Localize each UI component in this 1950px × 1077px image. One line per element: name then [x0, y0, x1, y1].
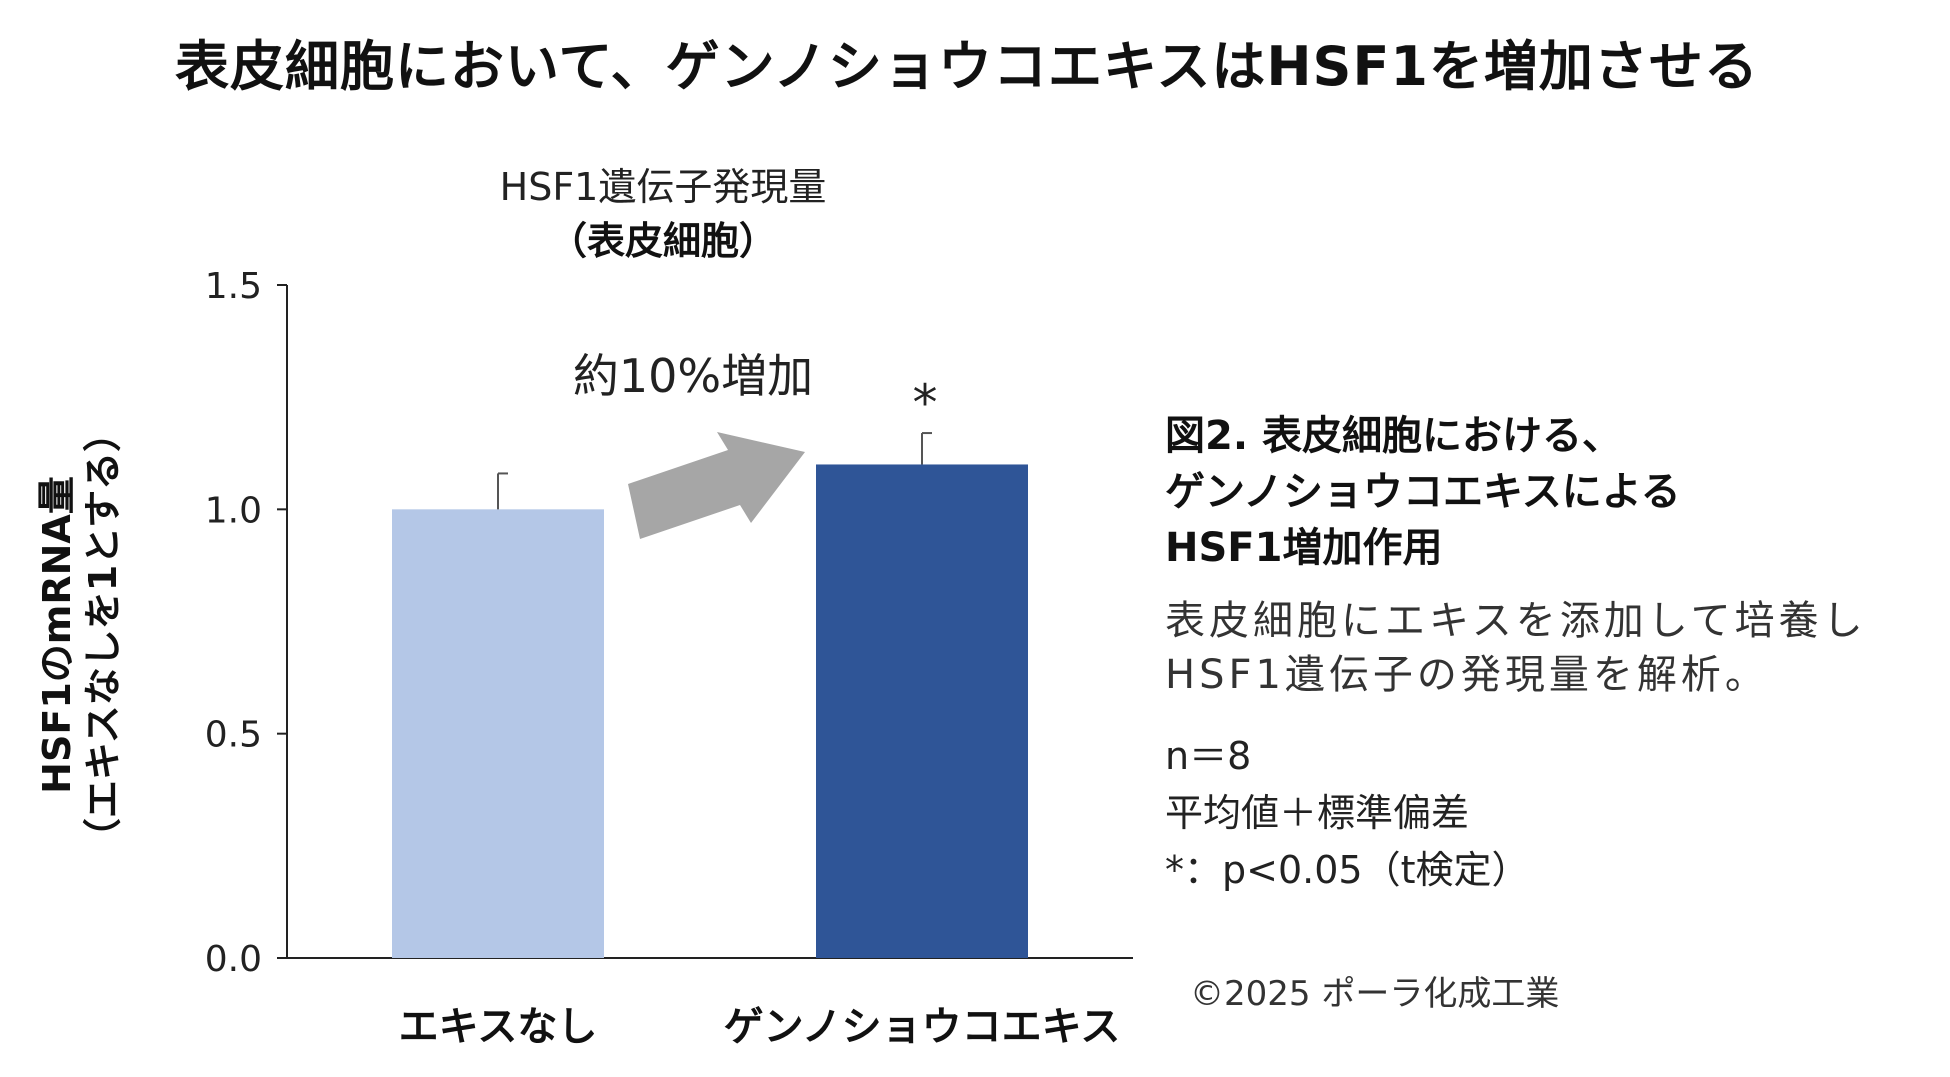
y-axis-label: HSF1のmRNA量 （エキスなしを1とする） [35, 414, 125, 856]
figure-notes: n＝8 平均値＋標準偏差 *：p<0.05（t検定） [1165, 728, 1945, 899]
page-title: 表皮細胞において、ゲンノショウコエキスはHSF1を増加させる [175, 35, 1759, 98]
bars [392, 432, 1028, 958]
chart-subtitle: （表皮細胞） [549, 219, 777, 263]
category-label-extract: ゲンノショウコエキス [724, 1004, 1121, 1050]
chart-title: HSF1遺伝子発現量 [500, 165, 827, 209]
y-ticks: 0.0 0.5 1.0 1.5 [205, 266, 287, 980]
figure-description: 表皮細胞にエキスを添加して培養し HSF1遺伝子の発現量を解析。 [1165, 594, 1945, 702]
y-axis-label-line1: HSF1のmRNA量 [35, 476, 79, 794]
increase-annotation: 約10%増加 [573, 349, 813, 403]
category-label-control: エキスなし [399, 1004, 598, 1050]
bar-0 [392, 509, 604, 958]
copyright-notice: ©2025 ポーラ化成工業 [1190, 974, 1560, 1014]
figure-title-line2: ゲンノショウコエキスによる [1165, 469, 1681, 515]
y-tick-label: 0.0 [205, 939, 262, 980]
y-tick-label: 1.5 [205, 266, 262, 307]
figure-caption: 図2. 表皮細胞における、 ゲンノショウコエキスによる HSF1増加作用 表皮細… [1165, 408, 1945, 899]
bar-1 [816, 464, 1028, 958]
description-line2: HSF1遺伝子の発現量を解析。 [1165, 652, 1769, 698]
bar-chart: HSF1遺伝子発現量 （表皮細胞） HSF1のmRNA量 （エキスなしを1とする… [35, 165, 1133, 1050]
significance-marker: * [913, 374, 938, 432]
description-line1: 表皮細胞にエキスを添加して培養し [1165, 598, 1867, 644]
note-sample-size: n＝8 [1165, 734, 1252, 778]
note-significance: *：p<0.05（t検定） [1165, 848, 1530, 892]
note-statistics: 平均値＋標準偏差 [1165, 791, 1470, 835]
figure-title-line3: HSF1増加作用 [1165, 525, 1443, 571]
y-tick-label: 1.0 [205, 490, 262, 531]
y-tick-label: 0.5 [205, 715, 262, 756]
increase-arrow-icon [628, 432, 805, 539]
figure-title-line1: 図2. 表皮細胞における、 [1165, 413, 1622, 459]
y-axis-label-line2: （エキスなしを1とする） [81, 414, 125, 856]
